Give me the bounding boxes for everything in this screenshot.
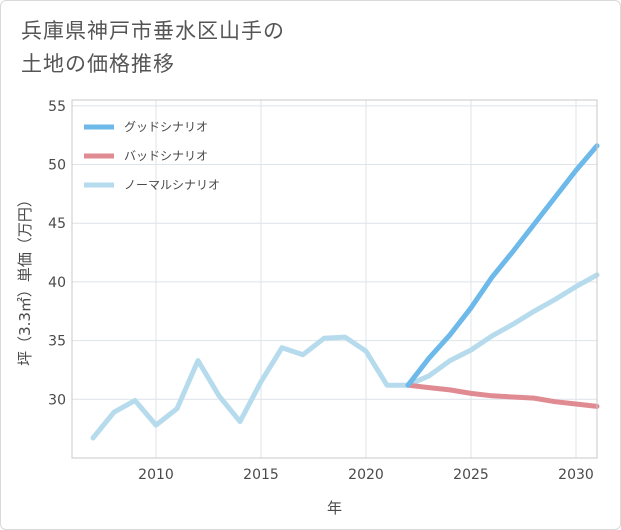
series-line-2 <box>90 272 600 441</box>
legend-label-2: ノーマルシナリオ <box>124 178 220 192</box>
legend-label-1: バッドシナリオ <box>124 149 208 163</box>
y-axis-label: 坪（3.3㎡）単価（万円） <box>16 192 34 366</box>
x-tick-label: 2025 <box>453 467 489 483</box>
plot-area-frame <box>71 99 598 459</box>
y-tick-label: 40 <box>48 275 66 291</box>
x-axis-label: 年 <box>327 499 342 517</box>
x-tick-label: 2010 <box>138 467 174 483</box>
series-line-1 <box>405 382 600 409</box>
y-tick-label: 50 <box>48 158 66 174</box>
grid-lines <box>72 100 597 458</box>
series-line-0 <box>405 143 600 388</box>
y-axis-ticks: 30 35 40 45 50 55 <box>48 99 66 408</box>
chart-title-line-2: 土地の価格推移 <box>21 52 175 76</box>
y-tick-label: 45 <box>48 216 66 232</box>
legend-label-0: グッドシナリオ <box>124 120 208 134</box>
y-tick-label: 55 <box>48 99 66 115</box>
y-tick-label: 35 <box>48 334 66 350</box>
series-lines <box>90 143 600 441</box>
y-tick-label: 30 <box>48 392 66 408</box>
chart-title: 兵庫県神戸市垂水区山手の 土地の価格推移 <box>21 15 285 81</box>
x-tick-label: 2020 <box>348 467 384 483</box>
x-tick-label: 2015 <box>243 467 279 483</box>
chart-title-line-1: 兵庫県神戸市垂水区山手の <box>21 19 285 43</box>
x-axis-ticks: 2010 2015 2020 2025 2030 <box>138 467 594 483</box>
x-tick-label: 2030 <box>558 467 594 483</box>
